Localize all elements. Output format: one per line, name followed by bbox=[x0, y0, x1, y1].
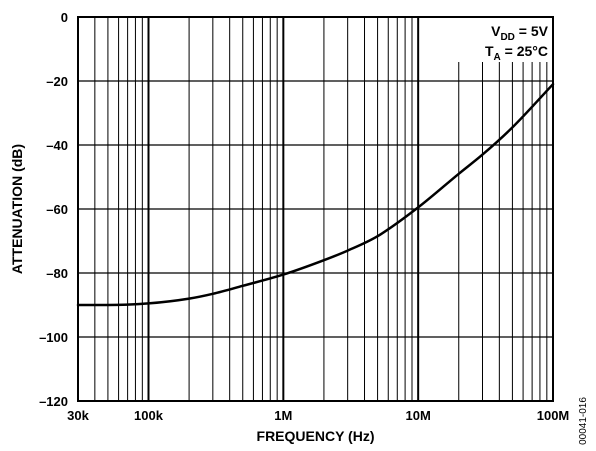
y-tick-labels: 0 –20 –40 –60 –80 –100 –120 bbox=[39, 10, 68, 409]
x-tick-label: 10M bbox=[406, 408, 431, 423]
legend-box bbox=[458, 18, 552, 62]
series-line-attenuation bbox=[76, 82, 555, 307]
y-tick-label: –40 bbox=[46, 138, 68, 153]
y-axis-title: ATTENUATION (dB) bbox=[9, 144, 25, 274]
x-tick-label: 1M bbox=[274, 408, 292, 423]
y-tick-label: –120 bbox=[39, 394, 68, 409]
y-tick-label: –60 bbox=[46, 202, 68, 217]
legend-entry: VDD = 5V bbox=[491, 23, 549, 43]
y-tick-label: –20 bbox=[46, 74, 68, 89]
x-tick-label: 100M bbox=[537, 408, 570, 423]
x-tick-label: 30k bbox=[67, 408, 89, 423]
x-tick-labels: 30k 100k 1M 10M 100M bbox=[67, 408, 569, 423]
x-tick-label: 100k bbox=[134, 408, 164, 423]
figure-id: 00041-016 bbox=[578, 397, 589, 445]
y-tick-label: –100 bbox=[39, 330, 68, 345]
x-axis-title: FREQUENCY (Hz) bbox=[257, 428, 375, 444]
plot-frame bbox=[77, 16, 554, 402]
y-tick-label: –80 bbox=[46, 266, 68, 281]
legend-entry: TA = 25°C bbox=[485, 43, 548, 63]
y-tick-label: 0 bbox=[61, 10, 68, 25]
grid-lines bbox=[77, 16, 554, 402]
